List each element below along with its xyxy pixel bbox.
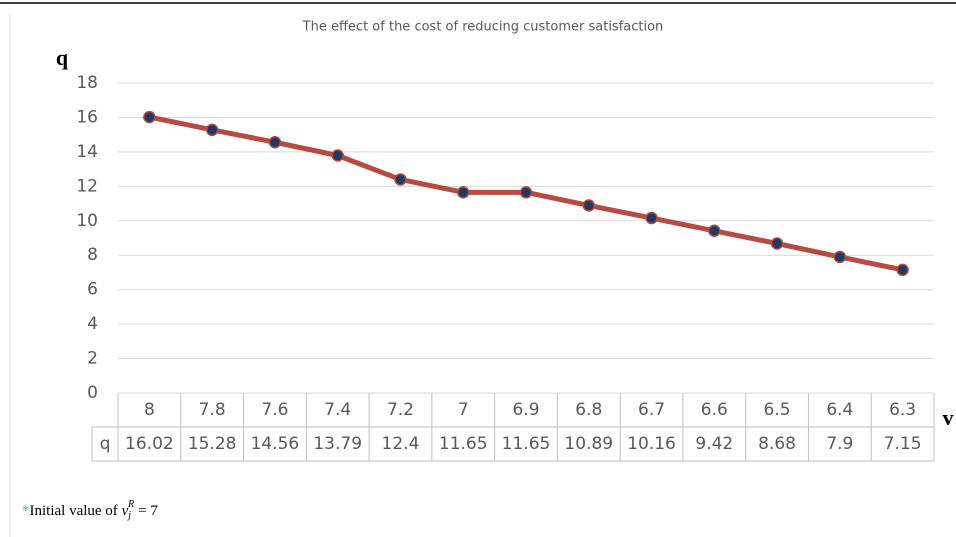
table-value: 13.79 [313,434,362,454]
marker [143,110,156,124]
x-axis-label: v [943,405,954,430]
footnote-var: v [122,503,129,519]
table-value: 7.9 [826,434,853,454]
marker [394,173,407,186]
y-axis-label: q [56,45,69,70]
marker [268,135,282,149]
y-tick-label: 14 [76,142,98,162]
y-tick-label: 18 [76,73,98,93]
table-value: 16.02 [125,434,174,454]
footnote-sub: j [126,510,131,521]
y-tick-label: 10 [76,211,98,231]
marker [833,250,847,264]
table-value: 14.56 [251,434,300,454]
footnote-sup: R [127,499,134,510]
marker [519,186,533,199]
marker [896,263,909,277]
x-tick-label: 6.3 [889,400,916,420]
marker [456,186,470,199]
table-value: 10.89 [564,434,613,454]
x-tick-label: 6.6 [701,400,728,420]
x-tick-label: 7.6 [261,400,288,420]
y-tick-label: 0 [87,383,98,403]
table-value: 11.65 [439,434,488,454]
table-value: 9.42 [695,434,733,454]
y-tick-label: 8 [87,245,98,265]
x-tick-label: 7.4 [324,400,351,420]
x-tick-label: 6.5 [764,400,791,420]
x-tick-label: 7.8 [199,400,226,420]
footnote-marker: * [22,503,30,519]
marker [205,123,219,137]
x-tick-label: 7.2 [387,400,414,420]
table-value: 15.28 [188,434,237,454]
x-tick-label: 6.4 [826,400,853,420]
y-tick-label: 2 [87,349,98,369]
footnote-text: Initial value of [30,503,118,519]
x-tick-label: 6.9 [512,400,539,420]
x-tick-label: 8 [144,400,155,420]
marker [331,149,344,162]
marker [770,237,784,250]
x-tick-label: 6.7 [638,400,665,420]
y-tick-label: 16 [76,107,98,127]
x-tick-label: 6.8 [575,400,602,420]
table-value: 11.65 [502,434,551,454]
y-tick-label: 12 [76,176,98,196]
table-value: 8.68 [758,434,796,454]
marker [582,199,596,212]
footnote-rest: = 7 [138,503,158,519]
table-value: 10.16 [627,434,676,454]
table-value: 12.4 [382,434,420,454]
y-tick-label: 4 [87,314,98,334]
footnote: *Initial value of vjR = 7 [22,499,158,521]
marker [645,211,658,225]
table-value: 7.15 [884,434,922,454]
table-series-name: q [100,434,111,454]
marker [708,224,721,238]
x-tick-label: 7 [458,400,469,420]
y-tick-label: 6 [87,280,98,300]
chart-title: The effect of the cost of reducing custo… [302,20,664,35]
